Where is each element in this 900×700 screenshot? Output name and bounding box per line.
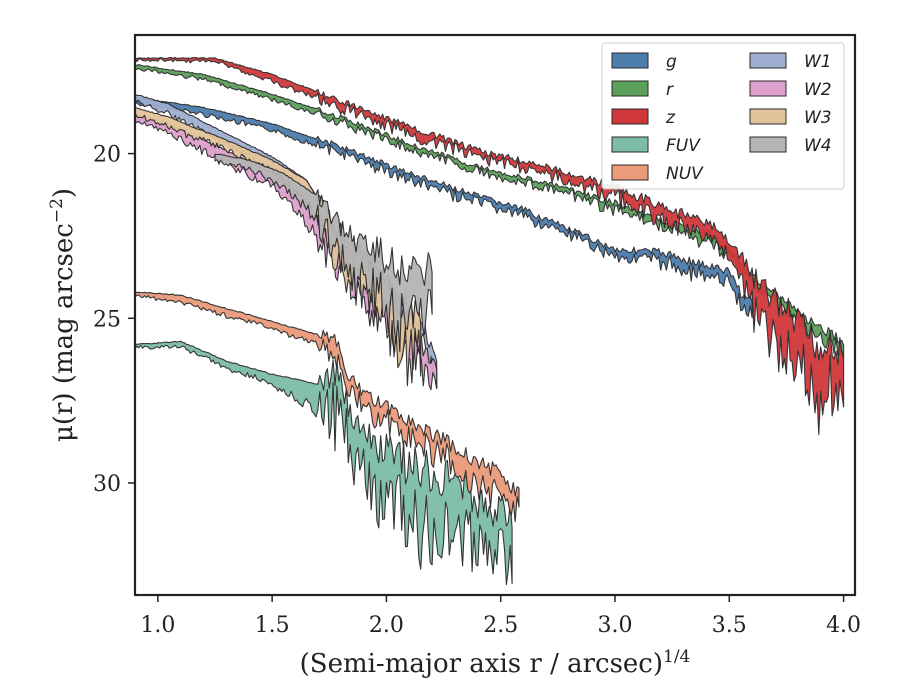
y-tick-label: 30 [93, 472, 121, 497]
x-tick-label: 4.0 [826, 613, 861, 638]
band-w3 [134, 107, 422, 387]
legend-label-w3: W3 [804, 108, 832, 128]
x-tick-label: 3.0 [598, 613, 633, 638]
legend-swatch-g [611, 52, 649, 69]
x-tick-label: 1.0 [140, 613, 175, 638]
plot-frame [133, 33, 857, 597]
y-tick-label: 20 [93, 143, 121, 168]
y-tick-label: 25 [93, 307, 121, 332]
x-tick-label: 2.5 [483, 613, 518, 638]
legend-swatch-w4 [749, 136, 787, 153]
band-w4 [214, 153, 433, 353]
x-axis-label: (Semi-major axis r / arcsec)1/4 [300, 647, 691, 679]
x-axis-ticks: 1.0 1.5 2.0 2.5 3.0 3.5 4.0 [140, 595, 861, 638]
y-axis-label-close: ) [49, 188, 79, 198]
x-tick-label: 1.5 [255, 613, 290, 638]
y-axis-ticks: 20 25 30 [93, 143, 135, 497]
series-bands [134, 56, 845, 586]
legend-label-w4: W4 [804, 136, 832, 156]
legend-swatch-w1 [749, 52, 787, 69]
legend-label-z: z [665, 108, 676, 128]
band-g [134, 96, 753, 319]
x-tick-label: 3.5 [712, 613, 747, 638]
legend-swatch-z [611, 108, 649, 125]
legend-swatch-w2 [749, 80, 787, 97]
legend-swatch-w3 [749, 108, 787, 125]
legend-swatch-fuv [611, 136, 649, 153]
legend-label-w2: W2 [804, 80, 832, 100]
legend-label-fuv: FUV [666, 136, 701, 156]
y-axis-label-exponent: −2 [47, 198, 67, 223]
x-tick-label: 2.0 [369, 613, 404, 638]
band-z [134, 56, 845, 436]
y-axis-label: μ(r) (mag arcsec−2) [47, 188, 79, 442]
legend-label-nuv: NUV [666, 164, 704, 184]
legend-swatch-nuv [611, 164, 649, 181]
y-axis-label-text: μ(r) (mag arcsec [49, 223, 79, 442]
legend-label-w1: W1 [804, 52, 832, 72]
legend-label-r: r [666, 80, 674, 100]
legend-label-g: g [666, 52, 677, 72]
band-fuv [134, 340, 513, 586]
legend: grz FUV NUV W1 W2 W3 W4 [601, 42, 845, 190]
band-nuv [134, 291, 520, 523]
x-axis-label-text: (Semi-major axis r / arcsec) [300, 649, 663, 679]
legend-swatch-r [611, 80, 649, 97]
x-axis-label-exponent: 1/4 [663, 647, 690, 667]
